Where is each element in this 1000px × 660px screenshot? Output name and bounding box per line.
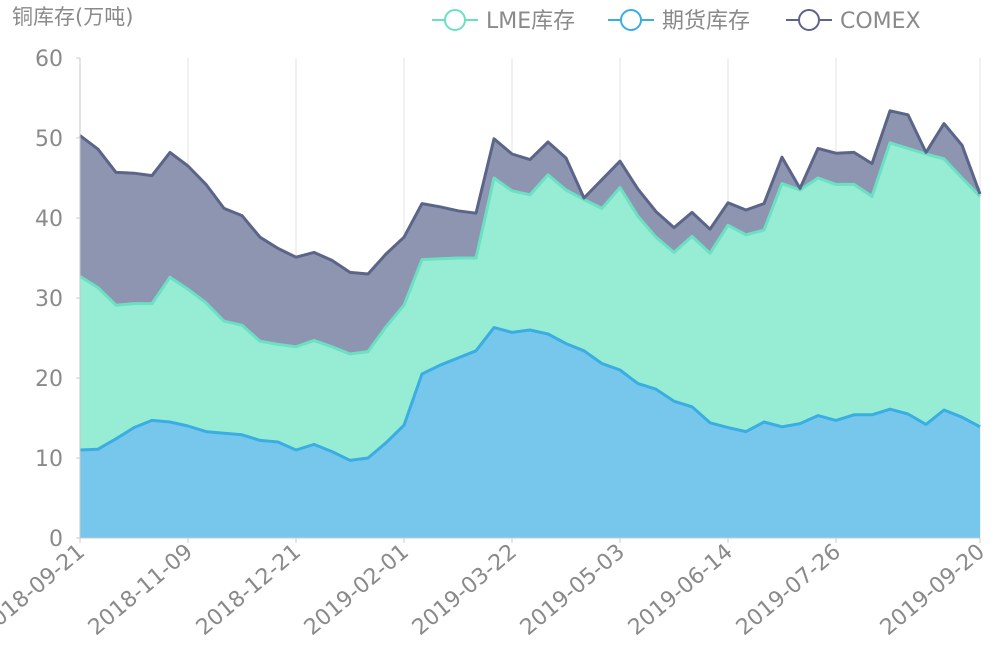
- legend-label: LME库存: [486, 9, 575, 34]
- x-tick-label: 2019-03-22: [408, 539, 522, 640]
- y-tick-label: 50: [35, 127, 63, 152]
- legend-marker: [798, 9, 820, 31]
- chart-title: 铜库存(万吨): [12, 5, 133, 29]
- legend-marker: [620, 9, 642, 31]
- line: [79, 141, 982, 356]
- legend: LME库存 期货库存 COMEX: [432, 9, 921, 34]
- x-tick-label: 2018-09-21: [0, 539, 90, 640]
- x-tick-label: 2018-11-09: [84, 539, 198, 640]
- y-tick-label: 10: [35, 447, 63, 472]
- x-tick-label: 2019-09-20: [876, 539, 990, 640]
- x-tick-label: 2019-05-03: [516, 539, 630, 640]
- y-tick-label: 20: [35, 367, 63, 392]
- y-tick-label: 40: [35, 207, 63, 232]
- line: [79, 326, 981, 462]
- line: [79, 109, 982, 276]
- legend-label: COMEX: [840, 9, 921, 34]
- area: [80, 142, 980, 461]
- area: [80, 327, 980, 538]
- x-tick-label: 2019-06-14: [624, 539, 738, 640]
- y-tick-label: 0: [49, 527, 63, 552]
- x-tick-label: 2019-07-26: [732, 539, 846, 640]
- x-tick-label: 2019-02-01: [300, 539, 414, 640]
- legend-marker: [444, 9, 466, 31]
- x-tick-label: 2018-12-21: [192, 539, 306, 640]
- y-tick-label: 30: [35, 287, 63, 312]
- legend-label: 期货库存: [662, 9, 750, 34]
- area: [80, 110, 980, 354]
- y-tick-label: 60: [35, 47, 63, 72]
